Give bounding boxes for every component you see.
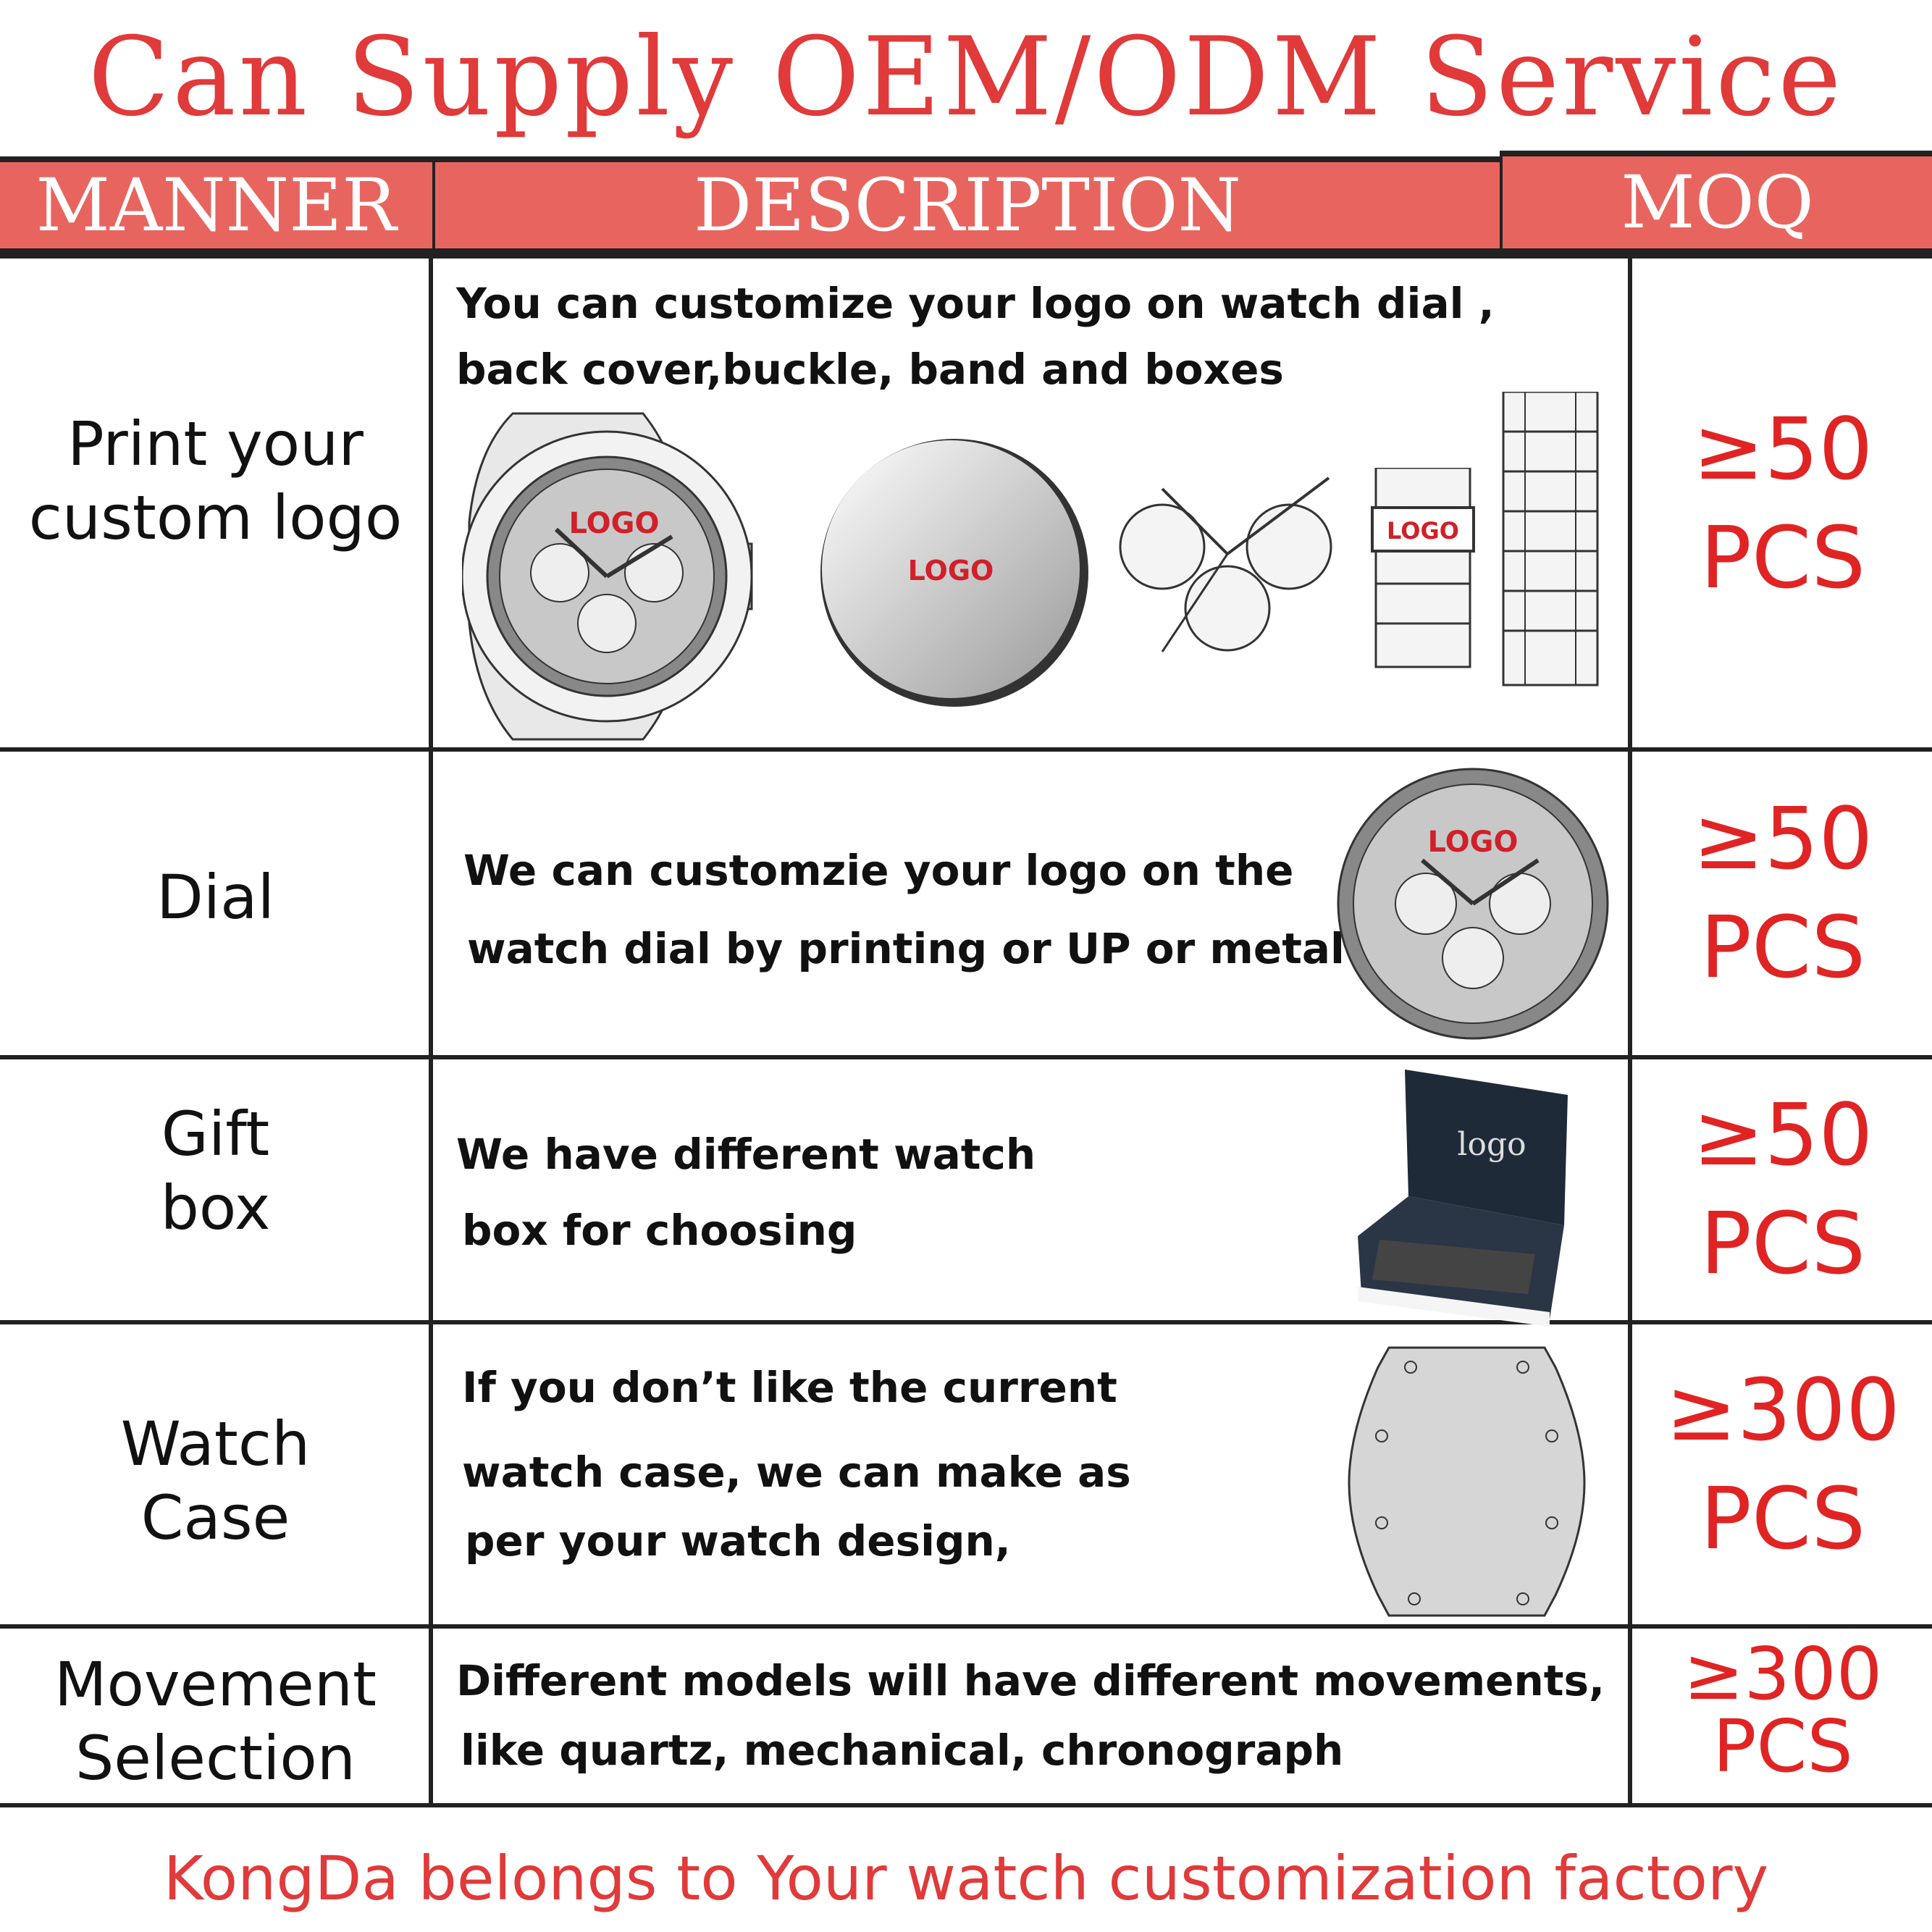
- logo-text: logo: [1457, 1126, 1526, 1163]
- description-line: Different models will have different mov…: [456, 1656, 1605, 1705]
- manner-gift-box: Gift box: [0, 1097, 431, 1245]
- row-divider: [0, 1803, 1932, 1807]
- manner-watch-case: Watch Case: [0, 1407, 431, 1555]
- row-divider: [0, 1055, 1932, 1059]
- description-line: like quartz, mechanical, chronograph: [461, 1726, 1344, 1775]
- description-line: watch dial by printing or UP or metal: [467, 924, 1345, 973]
- description-line: You can customize your logo on watch dia…: [456, 279, 1495, 328]
- manner-line: Dial: [156, 862, 274, 933]
- moq-value: ≥50 PCS: [1634, 784, 1932, 1001]
- row-divider: [0, 747, 1932, 752]
- moq-qty: ≥50: [1692, 1085, 1873, 1185]
- footer-tagline: KongDa belongs to Your watch customizati…: [163, 1843, 1769, 1914]
- moq-qty: ≥50: [1692, 789, 1873, 889]
- manner-line: box: [160, 1172, 271, 1243]
- description-line: watch case, we can make as: [462, 1448, 1131, 1497]
- moq-unit: PCS: [1700, 1469, 1866, 1568]
- moq-value: ≥300 PCS: [1634, 1356, 1932, 1573]
- description-line: back cover,buckle, band and boxes: [456, 345, 1284, 394]
- row-divider: [0, 1624, 1932, 1629]
- moq-qty: ≥50: [1692, 399, 1873, 499]
- moq-value: ≥50 PCS: [1634, 1080, 1932, 1298]
- dial-illustration: LOGO: [1337, 768, 1609, 1040]
- back-cover-illustration: LOGO: [820, 439, 1088, 707]
- manner-line: custom logo: [28, 482, 403, 553]
- manner-dial: Dial: [0, 860, 431, 934]
- manner-line: Movement: [54, 1649, 377, 1720]
- moq-unit: PCS: [1700, 508, 1866, 608]
- page-title: Can Supply OEM/ODM Service: [88, 14, 1844, 140]
- header-manner: MANNER: [0, 156, 432, 259]
- moq-unit: PCS: [1700, 1193, 1866, 1293]
- moq-qty: ≥300: [1665, 1360, 1901, 1460]
- subdials-hands-illustration: [1119, 476, 1332, 652]
- description-line: If you don’t like the current: [462, 1363, 1117, 1412]
- logo-text: LOGO: [908, 555, 994, 587]
- logo-text: LOGO: [1387, 517, 1459, 545]
- description-line: We can customzie your logo on the: [463, 846, 1294, 895]
- description-line: We have different watch: [456, 1130, 1036, 1179]
- manner-print-logo: Print your custom logo: [0, 407, 431, 555]
- column-divider: [1628, 259, 1632, 1807]
- buckle-illustration: LOGO: [1371, 468, 1475, 668]
- watch-case-illustration: [1348, 1346, 1586, 1617]
- moq-unit: PCS: [1700, 897, 1866, 997]
- moq-value: ≥300 PCS: [1634, 1638, 1932, 1783]
- manner-line: Case: [140, 1482, 290, 1553]
- manner-line: Gift: [161, 1099, 270, 1169]
- description-line: per your watch design,: [465, 1516, 1011, 1566]
- description-line: box for choosing: [462, 1206, 857, 1255]
- moq-qty: ≥300: [1683, 1631, 1883, 1716]
- manner-line: Print your: [67, 408, 364, 479]
- logo-text: LOGO: [569, 507, 660, 540]
- header-moq: MOQ: [1500, 151, 1932, 259]
- moq-unit: PCS: [1713, 1704, 1853, 1789]
- logo-text: LOGO: [1428, 826, 1519, 859]
- header-description: DESCRIPTION: [432, 156, 1500, 259]
- manner-line: Selection: [75, 1723, 356, 1794]
- moq-value: ≥50 PCS: [1634, 395, 1932, 612]
- manner-line: Watch: [120, 1408, 311, 1479]
- bracelet-illustration: [1502, 392, 1599, 686]
- watch-illustration: LOGO: [462, 412, 753, 741]
- column-divider: [429, 259, 433, 1807]
- manner-movement: Movement Selection: [0, 1647, 431, 1795]
- row-divider: [0, 1320, 1932, 1324]
- gift-box-illustration: logo: [1358, 1070, 1568, 1327]
